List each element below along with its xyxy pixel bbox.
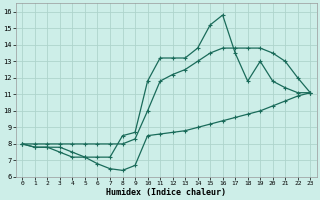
X-axis label: Humidex (Indice chaleur): Humidex (Indice chaleur) [106, 188, 226, 197]
